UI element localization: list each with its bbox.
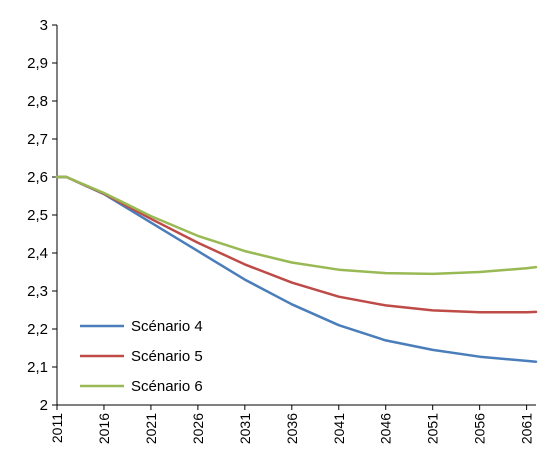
y-tick-label: 2,2 bbox=[27, 321, 48, 338]
x-tick-label: 2051 bbox=[425, 413, 441, 444]
legend-label-1: Scénario 4 bbox=[131, 318, 203, 335]
x-tick-label: 2031 bbox=[237, 413, 253, 444]
series-line-3 bbox=[55, 175, 538, 276]
x-tick-label: 2026 bbox=[190, 413, 206, 444]
x-tick-label: 2056 bbox=[472, 413, 488, 444]
x-tick-label: 2016 bbox=[96, 413, 112, 444]
y-tick-label: 2,9 bbox=[27, 55, 48, 72]
x-tick-label: 2021 bbox=[143, 413, 159, 444]
y-tick-label: 2 bbox=[40, 397, 48, 414]
series-lines bbox=[55, 175, 538, 363]
legend-label-2: Scénario 5 bbox=[131, 348, 203, 365]
y-tick-label: 2,8 bbox=[27, 93, 48, 110]
x-tick-label: 2061 bbox=[519, 413, 535, 444]
x-tick-label: 2046 bbox=[378, 413, 394, 444]
legend: Scénario 4 Scénario 5 Scénario 6 bbox=[80, 318, 203, 395]
x-tick-label: 2011 bbox=[49, 413, 65, 443]
y-tick-label: 2,6 bbox=[27, 169, 48, 186]
y-tick-label: 2,5 bbox=[27, 207, 48, 224]
x-tick-label: 2041 bbox=[331, 413, 347, 444]
legend-label-3: Scénario 6 bbox=[131, 378, 203, 395]
series-line-2 bbox=[55, 175, 538, 314]
y-tick-label: 2,4 bbox=[27, 245, 48, 262]
axes: 2 2,1 2,2 2,3 2,4 2,5 2,6 2,7 2,8 2,9 3 2011 2016 202… bbox=[27, 17, 536, 444]
y-tick-label: 2,1 bbox=[27, 359, 48, 376]
y-tick-label: 2,3 bbox=[27, 283, 48, 300]
y-tick-label: 3 bbox=[40, 17, 48, 34]
y-tick-label: 2,7 bbox=[27, 131, 48, 148]
x-tick-label: 2036 bbox=[284, 413, 300, 444]
